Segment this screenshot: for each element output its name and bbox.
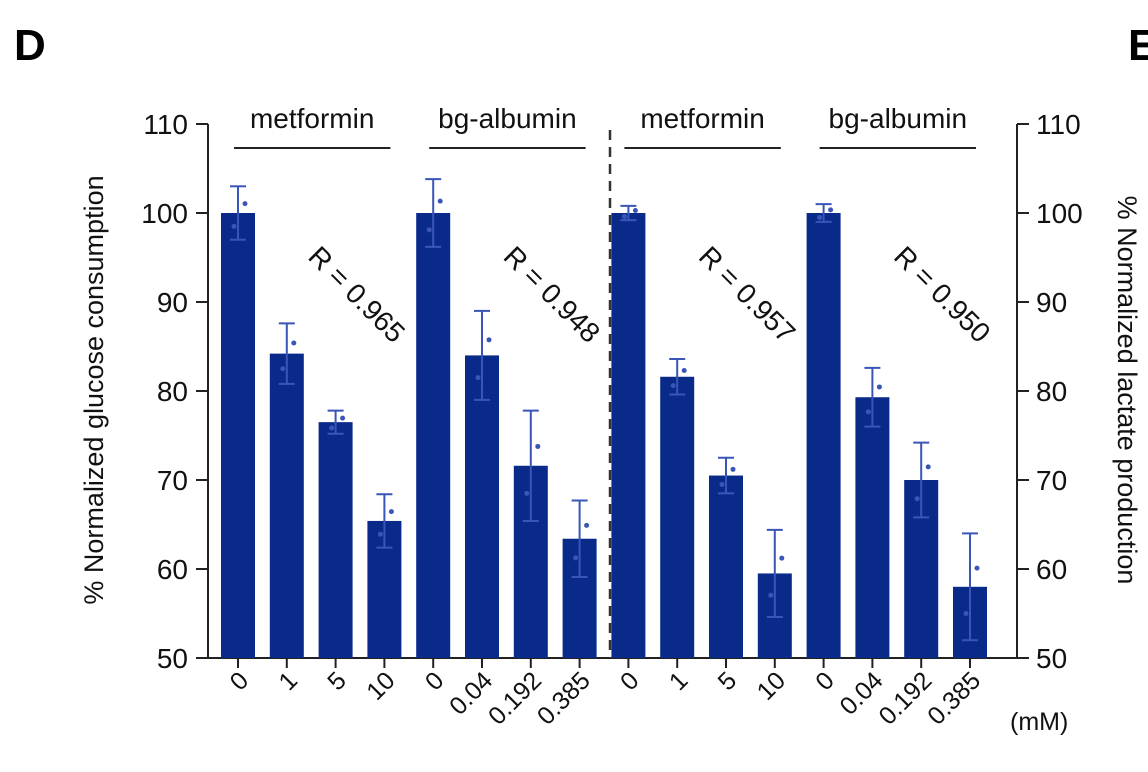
data-point [291,340,297,346]
data-point [828,207,834,213]
data-point [584,522,590,528]
right-tick-label: 100 [1036,198,1083,229]
x-tick-label: 0.385 [922,666,986,730]
data-point [231,223,237,229]
x-unit-label: (mM) [1010,708,1068,736]
left-y-ticks: 50 60 70 80 90 100 110 [141,109,208,674]
left-tick-label: 60 [157,554,188,585]
right-tick-label: 90 [1036,287,1067,318]
data-point [963,611,969,616]
left-tick-label: 70 [157,465,188,496]
x-tick-label: 10 [361,666,400,705]
right-y-ticks: 50 60 70 80 90 100 110 [1017,109,1083,674]
group-label: bg-albumin [438,103,577,134]
data-point [632,208,638,214]
data-point [486,337,492,343]
x-tick-label: 5 [322,666,352,696]
left-tick-label: 90 [157,287,188,318]
bar [416,213,451,658]
data-point [280,366,286,372]
data-point [621,214,627,220]
right-tick-label: 110 [1036,109,1081,140]
x-tick-label: 0.385 [532,666,596,730]
group-label: metformin [250,103,374,134]
data-point [876,384,882,390]
data-point [242,201,248,207]
left-tick-label: 80 [157,376,188,407]
data-point [719,481,725,487]
correlation-label: R = 0.950 [888,240,996,348]
right-tick-label: 70 [1036,465,1067,496]
x-tick-label: 1 [664,666,694,696]
bar [660,376,695,658]
group-label: bg-albumin [829,103,968,134]
data-point [475,375,481,381]
right-tick-label: 80 [1036,376,1067,407]
partial-panel-letter: E [1128,21,1148,70]
left-tick-label: 50 [157,643,188,674]
data-point [340,415,346,421]
data-point [974,565,980,571]
data-point [377,531,383,537]
panel-letter: D [14,21,46,70]
data-point [535,443,541,449]
data-point [573,555,579,561]
data-point [670,383,676,389]
group-label: metformin [640,103,764,134]
correlation-label: R = 0.948 [498,240,606,348]
right-tick-label: 60 [1036,554,1067,585]
data-point [865,409,871,415]
x-tick-label: 0 [810,666,840,696]
correlation-label: R = 0.965 [303,240,411,348]
left-tick-label: 110 [143,109,188,140]
data-point [768,592,774,598]
x-tick-label: 0 [225,666,255,696]
bar [465,355,499,658]
bar [855,397,890,658]
data-point [817,214,823,220]
x-tick-label: 0.192 [483,666,547,730]
bar [709,475,743,658]
data-point [925,464,931,470]
x-tick-label: 0.192 [873,666,937,730]
data-point [730,466,736,472]
bars [221,178,987,658]
bar [611,213,646,658]
left-axis-title: % Normalized glucose consumption [79,175,109,604]
data-point [779,555,785,561]
x-tick-label: 0 [615,666,645,696]
data-point [388,509,394,515]
x-tick-label: 10 [752,666,791,705]
bar [318,422,353,658]
data-point [329,425,335,431]
bar [269,353,304,658]
correlation-label: R = 0.957 [693,240,801,348]
data-point [426,227,432,233]
x-tick-label: 0 [420,666,450,696]
data-point [914,496,920,502]
left-tick-label: 100 [141,198,188,229]
bar [806,213,841,658]
right-axis-title: % Normalized lactate production [1112,196,1142,585]
bar [221,213,255,658]
data-point [524,490,530,496]
data-point [681,368,687,374]
x-tick-label: 5 [713,666,743,696]
x-tick-label: 1 [273,666,303,696]
right-tick-label: 50 [1036,643,1067,674]
data-point [437,198,443,204]
